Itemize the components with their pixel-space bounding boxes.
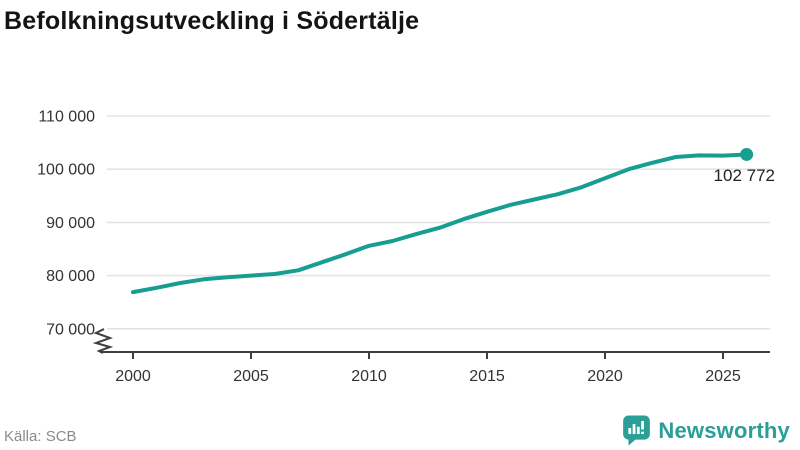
x-axis-label: 2005 [233, 368, 269, 385]
x-axis-label: 2010 [351, 368, 387, 385]
data-series-layer [131, 147, 754, 295]
y-axis-label: 110 000 [38, 109, 95, 126]
x-axis-label: 2025 [705, 368, 741, 385]
x-axis: 2000 2005 2010 2015 2020 2025 [92, 328, 770, 385]
newsworthy-logo[interactable]: Newsworthy [622, 415, 790, 446]
source-note: Källa: SCB [4, 428, 77, 445]
y-axis-label: 90 000 [46, 215, 95, 232]
end-value-label: 102 772 [714, 166, 775, 185]
page-title: Befolkningsutveckling i Södertälje [4, 7, 420, 35]
end-point-marker [740, 147, 754, 161]
newsworthy-bubble-chart-icon [622, 415, 651, 446]
y-axis-label: 100 000 [37, 162, 95, 179]
axis-break-icon [92, 328, 114, 354]
y-axis-label: 80 000 [46, 268, 95, 285]
y-axis: 70 000 80 000 90 000 100 000 110 000 [37, 109, 95, 339]
gridlines-layer [107, 115, 770, 330]
annotation-layer: 102 772 [714, 166, 775, 185]
newsworthy-wordmark: Newsworthy [658, 417, 790, 443]
y-axis-label: 70 000 [46, 321, 95, 338]
population-line [131, 152, 749, 295]
x-axis-label: 2015 [469, 368, 505, 385]
x-axis-label: 2020 [587, 368, 623, 385]
x-axis-label: 2000 [115, 368, 151, 385]
